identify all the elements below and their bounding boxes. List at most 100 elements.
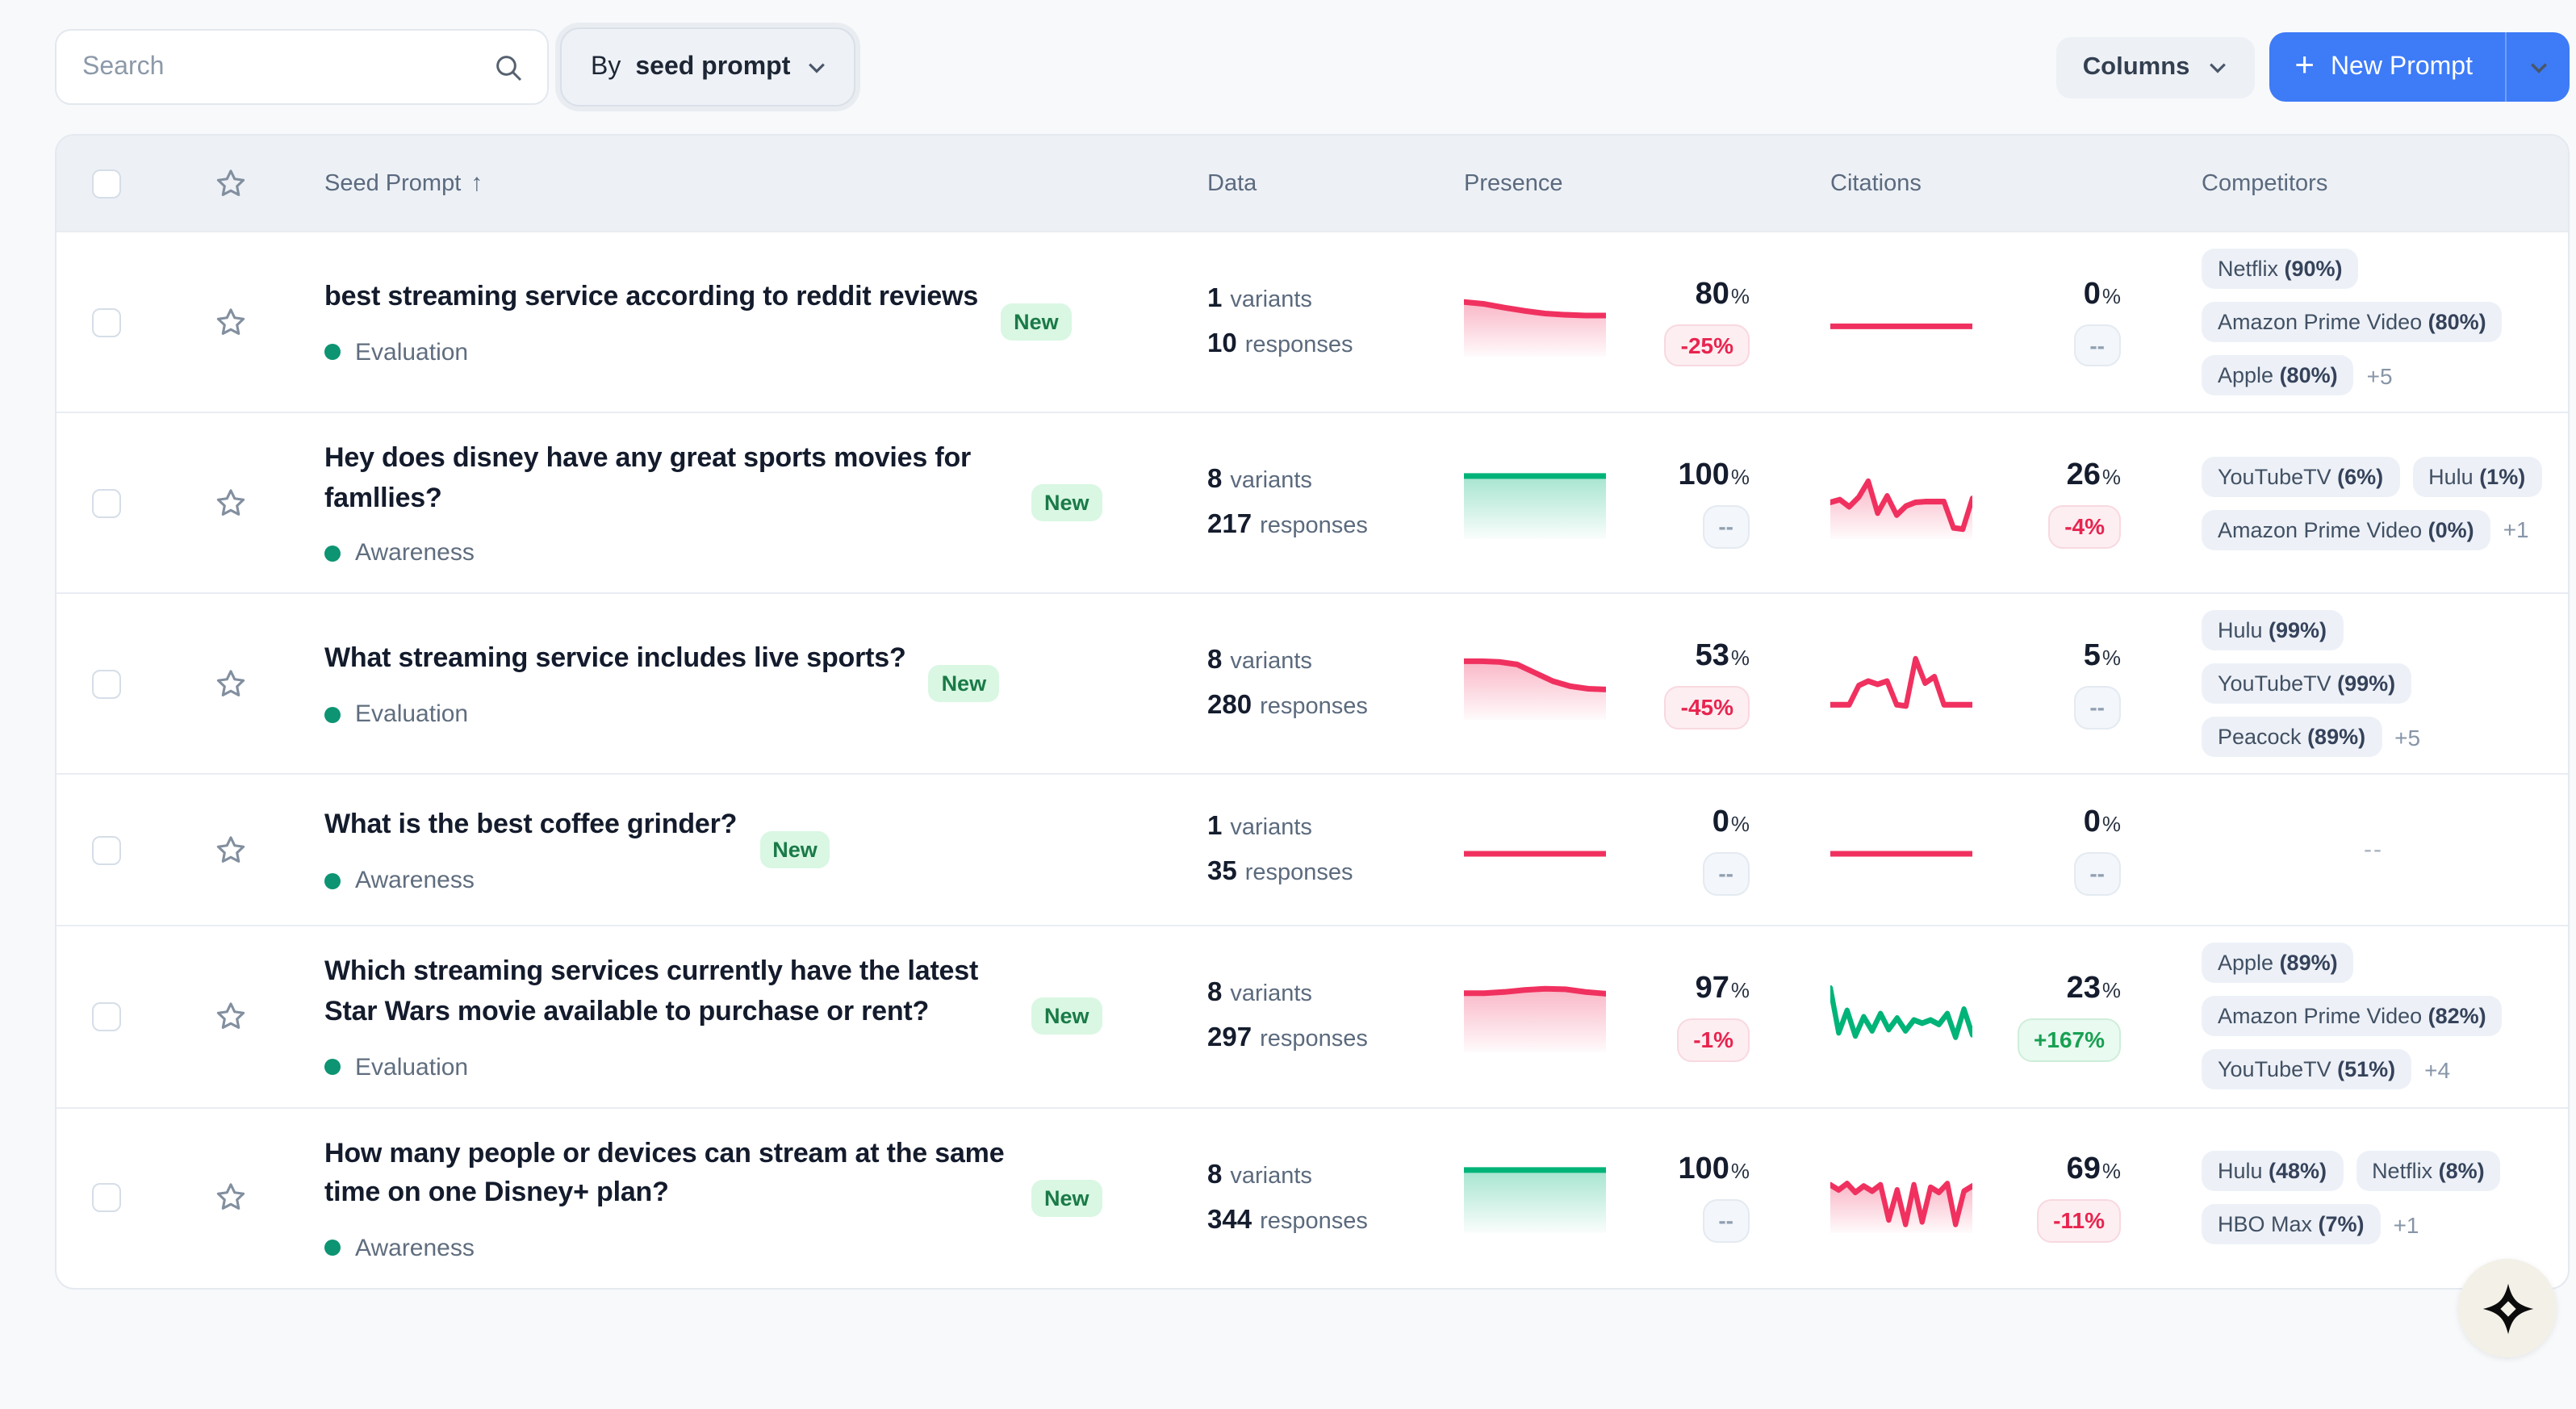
star-icon [216,835,245,863]
row-checkbox[interactable] [92,488,121,518]
row-select-cell [56,307,169,337]
presence-unit: % [1730,283,1750,308]
citations-sparkline [1827,981,1976,1052]
status-dot [324,872,341,889]
variants-label: variants [1230,649,1312,675]
citations-cell: 5 % -- [1827,639,2202,730]
star-icon [216,488,245,516]
new-prompt-caret-button[interactable] [2505,32,2570,102]
table-row[interactable]: What streaming service includes live spo… [56,592,2568,774]
favorite-button[interactable] [169,485,292,521]
header-citations[interactable]: Citations [1830,170,1922,196]
presence-sparkline [1461,286,1609,357]
favorite-button[interactable] [169,999,292,1035]
chevron-down-icon [2530,62,2546,73]
row-checkbox[interactable] [92,835,121,865]
table-row[interactable]: Hey does disney have any great sports mo… [56,412,2568,593]
star-icon [216,669,245,696]
row-checkbox[interactable] [92,307,121,337]
presence-delta-badge: -- [1702,1199,1750,1244]
header-presence[interactable]: Presence [1464,170,1563,196]
sparkle-star-icon [2482,1282,2533,1334]
status-dot [324,706,341,723]
favorite-button[interactable] [169,1180,292,1215]
seed-prompt-cell: Which streaming services currently have … [292,943,1207,1091]
status-dot [324,545,341,562]
table-row[interactable]: best streaming service according to redd… [56,231,2568,412]
responses-count: 35 [1207,857,1237,887]
presence-value: 80 [1695,277,1729,311]
search-box [55,29,549,105]
responses-label: responses [1260,694,1368,721]
brand-logo-fab[interactable] [2458,1259,2557,1357]
header-seed-prompt[interactable]: Seed Prompt ↑ [324,169,483,197]
variants-count: 1 [1207,284,1223,313]
row-checkbox[interactable] [92,1001,121,1031]
table-row[interactable]: How many people or devices can stream at… [56,1106,2568,1288]
row-select-cell [56,488,169,518]
variants-label: variants [1230,815,1312,842]
favorite-button[interactable] [169,667,292,702]
presence-cell: 80 % -25% [1461,277,1830,367]
citations-delta-badge: -4% [2048,504,2121,549]
search-icon [496,55,522,81]
status-label: Evaluation [355,338,469,366]
citations-unit: % [2101,1159,2121,1184]
data-cell: 8 variants 280 responses [1207,646,1464,722]
presence-delta-badge: -- [1702,504,1750,549]
competitors-cell: Hulu (48%) Netflix (8%) HBO Max (7%) +1 [2202,1151,2568,1245]
favorite-button[interactable] [169,833,292,868]
presence-delta-badge: -1% [1677,1018,1750,1062]
group-by-prefix: By [591,52,621,80]
seed-prompt-cell: What is the best coffee grinder? Awarene… [292,796,1207,904]
status-label: Evaluation [355,1053,469,1081]
competitors-more-count: +1 [2393,1211,2419,1238]
citations-sparkline [1827,649,1976,720]
competitor-chip: Netflix (8%) [2356,1151,2501,1192]
group-by-dropdown[interactable]: By seed prompt [560,27,855,107]
responses-label: responses [1244,332,1353,358]
status-label: Awareness [355,867,475,895]
data-cell: 1 variants 10 responses [1207,284,1464,360]
presence-unit: % [1730,464,1750,489]
citations-delta-badge: -11% [2037,1199,2121,1244]
seed-prompt-cell: How many people or devices can stream at… [292,1124,1207,1272]
citations-unit: % [2101,977,2121,1002]
table-header-row: Seed Prompt ↑ Data Presence Citations Co… [56,136,2568,231]
header-competitors[interactable]: Competitors [2202,170,2328,196]
table-row[interactable]: Which streaming services currently have … [56,925,2568,1107]
header-data[interactable]: Data [1207,170,1257,196]
competitor-chip: YouTubeTV (6%) [2202,456,2400,497]
row-select-cell [56,1183,169,1213]
search-input[interactable] [82,52,492,82]
citations-unit: % [2101,283,2121,308]
new-prompt-button[interactable]: + New Prompt [2269,32,2505,102]
presence-value: 53 [1695,638,1729,673]
new-badge: New [1031,997,1102,1035]
responses-count: 280 [1207,691,1252,721]
presence-cell: 0 % -- [1461,805,1830,896]
competitors-more-count: +5 [2366,362,2393,388]
competitors-more-count: +4 [2424,1056,2451,1083]
variants-label: variants [1230,468,1312,495]
citations-value: 23 [2066,971,2101,1006]
citations-delta-badge: -- [2073,685,2121,730]
row-checkbox[interactable] [92,1183,121,1213]
competitor-chip: Amazon Prime Video (82%) [2202,996,2503,1037]
citations-cell: 26 % -4% [1827,458,2202,549]
competitors-cell: Netflix (90%) Amazon Prime Video (80%) App… [2202,249,2568,395]
competitor-chip: Amazon Prime Video (0%) [2202,509,2490,550]
select-all-checkbox[interactable] [92,169,121,198]
columns-button[interactable]: Columns [2056,36,2255,98]
new-badge: New [1001,303,1072,341]
row-checkbox[interactable] [92,669,121,699]
competitor-chip: Hulu (1%) [2412,456,2542,497]
chevron-down-icon [2209,62,2226,73]
favorite-button[interactable] [169,304,292,340]
competitor-chip: Hulu (99%) [2202,610,2344,651]
presence-sparkline [1461,649,1609,720]
variants-count: 8 [1207,465,1223,495]
table-row[interactable]: What is the best coffee grinder? Awarene… [56,773,2568,926]
responses-count: 297 [1207,1023,1252,1053]
citations-delta-badge: -- [2073,851,2121,896]
